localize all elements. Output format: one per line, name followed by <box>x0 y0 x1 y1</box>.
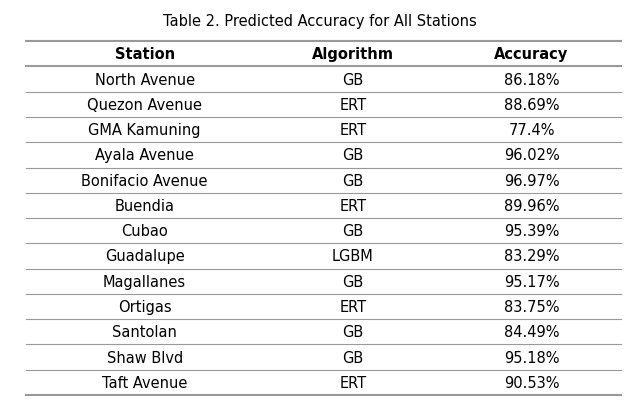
Text: Ayala Avenue: Ayala Avenue <box>95 148 194 163</box>
Text: GB: GB <box>342 350 364 365</box>
Text: LGBM: LGBM <box>332 249 374 264</box>
Text: Algorithm: Algorithm <box>312 47 394 62</box>
Text: 86.18%: 86.18% <box>504 73 559 87</box>
Text: GB: GB <box>342 173 364 188</box>
Text: ERT: ERT <box>339 299 367 314</box>
Text: Shaw Blvd: Shaw Blvd <box>106 350 183 365</box>
Text: Cubao: Cubao <box>121 224 168 239</box>
Text: 96.97%: 96.97% <box>504 173 559 188</box>
Text: GB: GB <box>342 73 364 87</box>
Text: 83.29%: 83.29% <box>504 249 559 264</box>
Text: 95.18%: 95.18% <box>504 350 559 365</box>
Text: Station: Station <box>115 47 175 62</box>
Text: 89.96%: 89.96% <box>504 198 559 213</box>
Text: Bonifacio Avenue: Bonifacio Avenue <box>81 173 208 188</box>
Text: ERT: ERT <box>339 123 367 138</box>
Text: 84.49%: 84.49% <box>504 324 559 340</box>
Text: ERT: ERT <box>339 375 367 390</box>
Text: 88.69%: 88.69% <box>504 97 559 113</box>
Text: Guadalupe: Guadalupe <box>105 249 184 264</box>
Text: Buendia: Buendia <box>115 198 175 213</box>
Text: Quezon Avenue: Quezon Avenue <box>87 97 202 113</box>
Text: Ortigas: Ortigas <box>118 299 172 314</box>
Text: 77.4%: 77.4% <box>508 123 555 138</box>
Text: ERT: ERT <box>339 198 367 213</box>
Text: GB: GB <box>342 274 364 289</box>
Text: Santolan: Santolan <box>112 324 177 340</box>
Text: ERT: ERT <box>339 97 367 113</box>
Text: 90.53%: 90.53% <box>504 375 559 390</box>
Text: Table 2. Predicted Accuracy for All Stations: Table 2. Predicted Accuracy for All Stat… <box>163 14 477 29</box>
Text: GMA Kamuning: GMA Kamuning <box>88 123 201 138</box>
Text: GB: GB <box>342 224 364 239</box>
Text: GB: GB <box>342 324 364 340</box>
Text: Accuracy: Accuracy <box>494 47 569 62</box>
Text: 96.02%: 96.02% <box>504 148 559 163</box>
Text: North Avenue: North Avenue <box>95 73 195 87</box>
Text: 95.17%: 95.17% <box>504 274 559 289</box>
Text: Taft Avenue: Taft Avenue <box>102 375 188 390</box>
Text: Magallanes: Magallanes <box>103 274 186 289</box>
Text: GB: GB <box>342 148 364 163</box>
Text: 95.39%: 95.39% <box>504 224 559 239</box>
Text: 83.75%: 83.75% <box>504 299 559 314</box>
